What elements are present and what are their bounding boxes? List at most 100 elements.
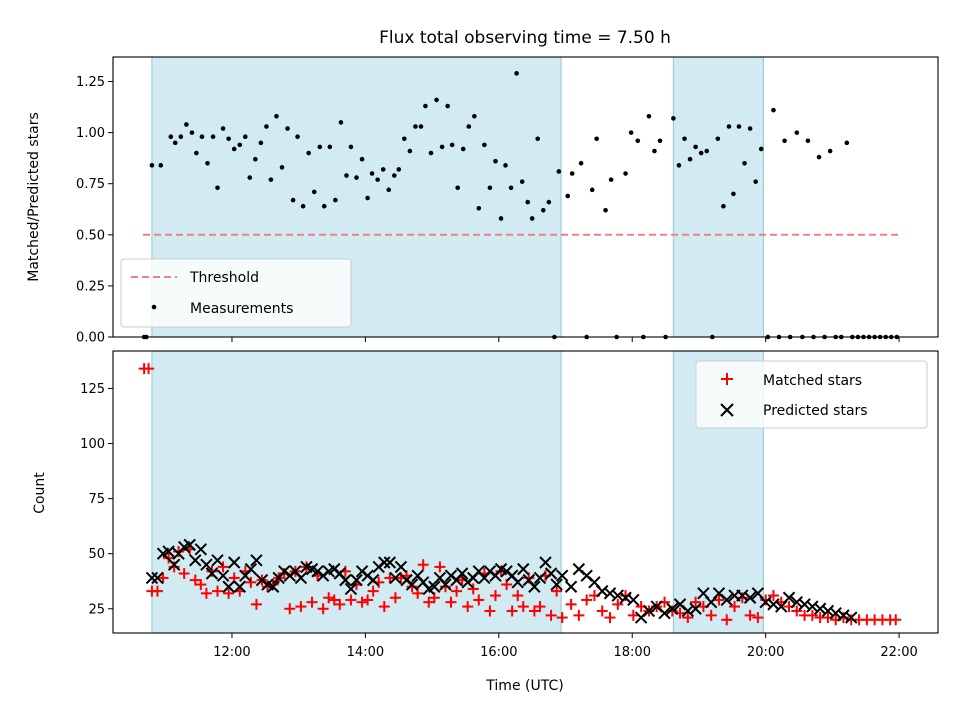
measurements-legend-label: Measurements bbox=[190, 301, 293, 317]
matched-star-point bbox=[551, 585, 563, 597]
measurement-point bbox=[753, 179, 758, 184]
measurement-point bbox=[594, 136, 599, 142]
measurement-point bbox=[529, 216, 535, 221]
measurement-point bbox=[476, 205, 482, 211]
matched-star-point bbox=[295, 601, 307, 613]
measurement-point bbox=[274, 113, 279, 119]
predicted-star-point bbox=[183, 538, 196, 552]
measurement-point bbox=[168, 134, 174, 140]
matched-star-point bbox=[151, 585, 163, 597]
measurement-point bbox=[635, 138, 641, 144]
measurement-point bbox=[525, 199, 531, 205]
count-panel-legend: Matched stars Predicted stars bbox=[695, 360, 928, 429]
measurement-point bbox=[247, 175, 253, 180]
predicted-star-point bbox=[806, 600, 819, 613]
x-axis-label: Time (UTC) bbox=[485, 678, 563, 694]
matched-star-point bbox=[729, 601, 741, 613]
predicted-star-point bbox=[642, 604, 656, 618]
ratio-panel-ylabel: Matched/Predicted stars bbox=[26, 112, 42, 282]
measurement-point bbox=[503, 163, 508, 168]
matched-star-point bbox=[627, 609, 639, 621]
legend-box bbox=[120, 258, 352, 328]
predicted-star-point bbox=[736, 589, 749, 602]
measurement-point bbox=[682, 136, 687, 142]
measurement-point bbox=[333, 197, 338, 203]
measurement-point bbox=[671, 116, 676, 121]
x-tick-label: 22:00 bbox=[880, 645, 917, 660]
measurement-point bbox=[657, 138, 663, 144]
x-tick-label: 20:00 bbox=[747, 645, 784, 660]
x-tick-label: 16:00 bbox=[480, 645, 517, 660]
measurement-point bbox=[237, 142, 243, 148]
matched-star-point bbox=[512, 590, 524, 602]
measurement-point bbox=[317, 144, 323, 150]
measurement-point bbox=[693, 144, 698, 150]
matched-star-point bbox=[245, 576, 257, 588]
measurement-point bbox=[418, 124, 424, 129]
predicted-star-point bbox=[211, 554, 224, 567]
predicted-star-point bbox=[619, 591, 632, 604]
matched-star-point bbox=[690, 596, 702, 608]
measurement-point bbox=[455, 185, 460, 191]
predicted-star-point bbox=[233, 580, 246, 593]
measurement-point bbox=[460, 146, 466, 152]
matched-star-point bbox=[721, 614, 733, 626]
predicted-star-point bbox=[366, 573, 380, 587]
matched-star-point bbox=[362, 594, 374, 606]
predicted-star-point bbox=[350, 573, 363, 587]
predicted-star-point bbox=[555, 569, 569, 582]
matched-star-point bbox=[445, 596, 457, 608]
count-panel: 25 50 75 100 125 12:00 14:00 16:00 18:00 20:00 22… bbox=[32, 350, 939, 694]
x-tick-label: 18:00 bbox=[614, 645, 651, 660]
y-tick-label: 100 bbox=[80, 437, 105, 452]
measurement-point bbox=[365, 195, 370, 201]
measurement-point bbox=[578, 160, 584, 166]
measurement-point bbox=[731, 191, 736, 197]
measurement-point bbox=[742, 160, 747, 166]
measurement-point bbox=[589, 187, 595, 193]
measurement-point bbox=[386, 187, 392, 193]
matched-star-point bbox=[195, 579, 207, 591]
ratio-panel: 0.00 0.25 0.50 0.75 1.00 1.25 Matched/Predict… bbox=[26, 56, 939, 346]
predicted-star-point bbox=[782, 591, 796, 604]
measurement-point bbox=[747, 126, 753, 131]
predicted-star-point bbox=[227, 556, 241, 569]
chart-title: Flux total observing time = 7.50 h bbox=[379, 28, 671, 48]
measurement-point bbox=[514, 71, 519, 76]
measurement-point bbox=[290, 197, 296, 203]
predicted-star-point bbox=[294, 571, 308, 585]
predicted-star-point bbox=[829, 606, 842, 620]
measurement-point bbox=[172, 140, 178, 146]
measurement-point bbox=[687, 156, 693, 162]
measurement-point bbox=[178, 134, 184, 140]
matched-star-point bbox=[406, 581, 418, 593]
measurement-point bbox=[794, 130, 800, 135]
x-tick-label: 14:00 bbox=[347, 645, 384, 660]
measurement-point bbox=[243, 134, 248, 140]
measurement-point bbox=[816, 154, 822, 160]
predicted-star-point bbox=[790, 595, 804, 609]
y-tick-label: 0.00 bbox=[76, 331, 105, 346]
measurement-point bbox=[348, 144, 354, 150]
matched-star-point bbox=[682, 612, 694, 624]
measurement-point bbox=[413, 124, 418, 129]
y-tick-label: 75 bbox=[88, 492, 105, 507]
y-tick-label: 1.25 bbox=[76, 75, 105, 90]
measurement-point bbox=[392, 173, 397, 178]
measurement-point bbox=[220, 126, 226, 131]
predicted-star-point bbox=[517, 562, 530, 576]
predicted-star-point bbox=[627, 593, 640, 607]
x-tick-label: 12:00 bbox=[213, 645, 250, 660]
measurement-point bbox=[493, 158, 498, 164]
measurement-point bbox=[295, 134, 300, 140]
measurement-point bbox=[646, 113, 652, 119]
measurement-point bbox=[423, 103, 428, 109]
matched-star-point bbox=[467, 583, 479, 595]
measurement-point bbox=[205, 160, 210, 166]
matched-star-point bbox=[705, 609, 717, 621]
matched-star-point bbox=[806, 609, 818, 621]
matched-star-point bbox=[744, 609, 756, 621]
matched-star-point bbox=[528, 605, 540, 617]
predicted-star-point bbox=[658, 606, 671, 620]
measurement-point bbox=[472, 113, 477, 119]
